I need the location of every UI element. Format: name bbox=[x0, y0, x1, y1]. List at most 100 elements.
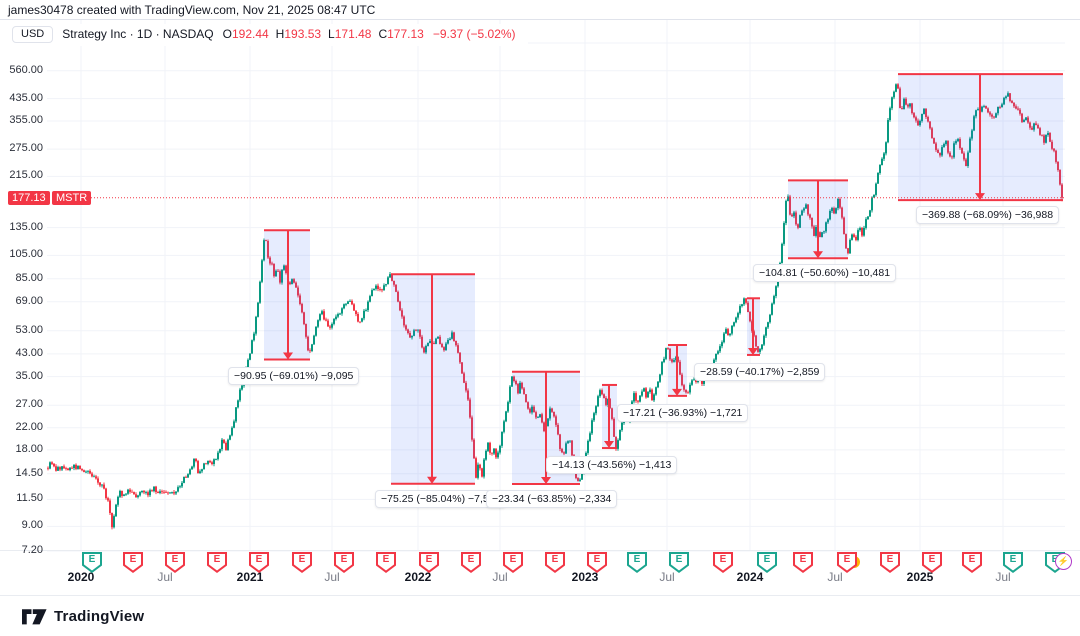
change-value: −9.37 (−5.02%) bbox=[432, 27, 516, 41]
price-axis-label: 215.00 bbox=[9, 169, 43, 182]
drawdown-label[interactable]: −14.13 (−43.56%) −1,413 bbox=[546, 456, 678, 474]
tradingview-logo-text: TradingView bbox=[54, 608, 145, 625]
tradingview-logo[interactable]: TradingView bbox=[22, 608, 144, 625]
earnings-letter: E bbox=[633, 553, 641, 565]
drawdown-region[interactable] bbox=[391, 273, 475, 485]
earnings-icon[interactable]: E bbox=[82, 552, 102, 573]
earnings-icon[interactable]: E bbox=[1003, 552, 1023, 573]
price-axis-label: 560.00 bbox=[9, 63, 43, 76]
price-axis-label: 135.00 bbox=[9, 220, 43, 233]
earnings-letter: E bbox=[593, 553, 601, 565]
drawdown-region[interactable] bbox=[602, 383, 617, 450]
earnings-icon[interactable]: E bbox=[837, 552, 860, 573]
low-label: L bbox=[328, 27, 335, 41]
close-label: C bbox=[378, 27, 388, 41]
earnings-icon[interactable]: E bbox=[249, 552, 269, 573]
earnings-icon[interactable]: E bbox=[292, 552, 312, 573]
earnings-icon[interactable]: E bbox=[207, 552, 227, 573]
earnings-letter: E bbox=[799, 553, 807, 565]
earnings-icon[interactable]: E bbox=[793, 552, 813, 573]
earnings-letter: E bbox=[129, 553, 137, 565]
earnings-icon[interactable]: E⚡ bbox=[1045, 552, 1072, 573]
time-axis-month-label: Jul bbox=[324, 570, 340, 584]
price-axis-label: 43.00 bbox=[15, 346, 43, 359]
earnings-icon[interactable]: E bbox=[419, 552, 439, 573]
earnings-icon[interactable]: E bbox=[669, 552, 689, 573]
earnings-letter: E bbox=[298, 553, 306, 565]
drawdown-label[interactable]: −23.34 (−63.85%) −2,334 bbox=[486, 490, 618, 508]
earnings-icon[interactable]: E bbox=[627, 552, 647, 573]
earnings-letter: E bbox=[1009, 553, 1017, 565]
currency-button[interactable]: USD bbox=[12, 25, 54, 43]
earnings-icon[interactable]: E bbox=[503, 552, 523, 573]
time-axis-month-label: Jul bbox=[659, 570, 675, 584]
drawdown-region[interactable] bbox=[264, 229, 310, 361]
drawdown-label[interactable]: −17.21 (−36.93%) −1,721 bbox=[617, 404, 749, 422]
drawdown-label[interactable]: −104.81 (−50.60%) −10,481 bbox=[753, 264, 897, 282]
time-axis-month-label: Jul bbox=[827, 570, 843, 584]
price-axis-label: 435.00 bbox=[9, 91, 43, 104]
price-axis-label: 9.00 bbox=[21, 519, 43, 532]
lightning-bolt-icon[interactable]: ⚡ bbox=[1055, 553, 1072, 570]
price-axis-label: 105.00 bbox=[9, 248, 43, 261]
drawdown-label[interactable]: −90.95 (−69.01%) −9,095 bbox=[228, 367, 360, 385]
drawdown-label[interactable]: −28.59 (−40.17%) −2,859 bbox=[694, 363, 826, 381]
time-axis-month-label: Jul bbox=[995, 570, 1011, 584]
drawdown-label[interactable]: −75.25 (−85.04%) −7,525 bbox=[375, 490, 507, 508]
earnings-letter: E bbox=[763, 553, 771, 565]
drawdown-region[interactable] bbox=[788, 179, 848, 260]
drawdown-label[interactable]: −369.88 (−68.09%) −36,988 bbox=[916, 206, 1060, 224]
earnings-letter: E bbox=[340, 553, 348, 565]
open-value: 192.44 bbox=[231, 27, 269, 41]
time-axis-month-label: Jul bbox=[157, 570, 173, 584]
earnings-icon[interactable]: E bbox=[922, 552, 942, 573]
drawdown-region[interactable] bbox=[747, 297, 760, 356]
earnings-icon[interactable]: E bbox=[545, 552, 565, 573]
high-value: 193.53 bbox=[284, 27, 322, 41]
earnings-letter: E bbox=[88, 553, 96, 565]
earnings-icon[interactable]: E bbox=[757, 552, 777, 573]
price-axis-label: 14.50 bbox=[15, 466, 43, 479]
open-label: O bbox=[222, 27, 232, 41]
earnings-icon[interactable]: E bbox=[880, 552, 900, 573]
symbol-title[interactable]: Strategy Inc · 1D · NASDAQ bbox=[62, 27, 214, 41]
earnings-icon[interactable]: E bbox=[165, 552, 185, 573]
price-axis-label: 53.00 bbox=[15, 323, 43, 336]
time-axis-year-label: 2023 bbox=[571, 570, 599, 584]
price-axis-label: 275.00 bbox=[9, 142, 43, 155]
time-axis-year-label: 2022 bbox=[404, 570, 432, 584]
earnings-letter: E bbox=[213, 553, 221, 565]
earnings-letter: E bbox=[509, 553, 517, 565]
earnings-letter: E bbox=[171, 553, 179, 565]
earnings-icon[interactable]: E bbox=[587, 552, 607, 573]
symbol-price-badge: MSTR bbox=[52, 190, 92, 205]
price-axis-label: 18.00 bbox=[15, 442, 43, 455]
earnings-letter: E bbox=[928, 553, 936, 565]
time-axis-year-label: 2020 bbox=[67, 570, 95, 584]
earnings-icon[interactable]: E bbox=[713, 552, 733, 573]
earnings-letter: E bbox=[968, 553, 976, 565]
high-label: H bbox=[275, 27, 285, 41]
earnings-icon[interactable]: E bbox=[334, 552, 354, 573]
price-axis-label: 27.00 bbox=[15, 398, 43, 411]
time-axis-month-label: Jul bbox=[492, 570, 508, 584]
drawdown-region[interactable] bbox=[668, 343, 687, 397]
earnings-icon[interactable]: E bbox=[461, 552, 481, 573]
earnings-icon[interactable]: E bbox=[123, 552, 143, 573]
earnings-icon[interactable]: E bbox=[962, 552, 982, 573]
price-axis-label: 69.00 bbox=[15, 294, 43, 307]
current-price-badge: 177.13 bbox=[8, 190, 50, 205]
price-axis-label: 11.50 bbox=[16, 492, 43, 505]
ohlc-values: O192.44 H193.53 L171.48 C177.13 bbox=[223, 27, 424, 41]
earnings-letter: E bbox=[425, 553, 433, 565]
earnings-letter: E bbox=[467, 553, 475, 565]
time-axis-year-label: 2024 bbox=[736, 570, 764, 584]
chart-pane[interactable] bbox=[0, 0, 1080, 595]
earnings-letter: E bbox=[675, 553, 683, 565]
earnings-icon[interactable]: E bbox=[376, 552, 396, 573]
footer-bar: TradingView bbox=[0, 595, 1080, 636]
tradingview-logo-icon bbox=[22, 608, 47, 624]
drawdown-region[interactable] bbox=[898, 73, 1063, 202]
earnings-letter: E bbox=[1045, 554, 1065, 565]
